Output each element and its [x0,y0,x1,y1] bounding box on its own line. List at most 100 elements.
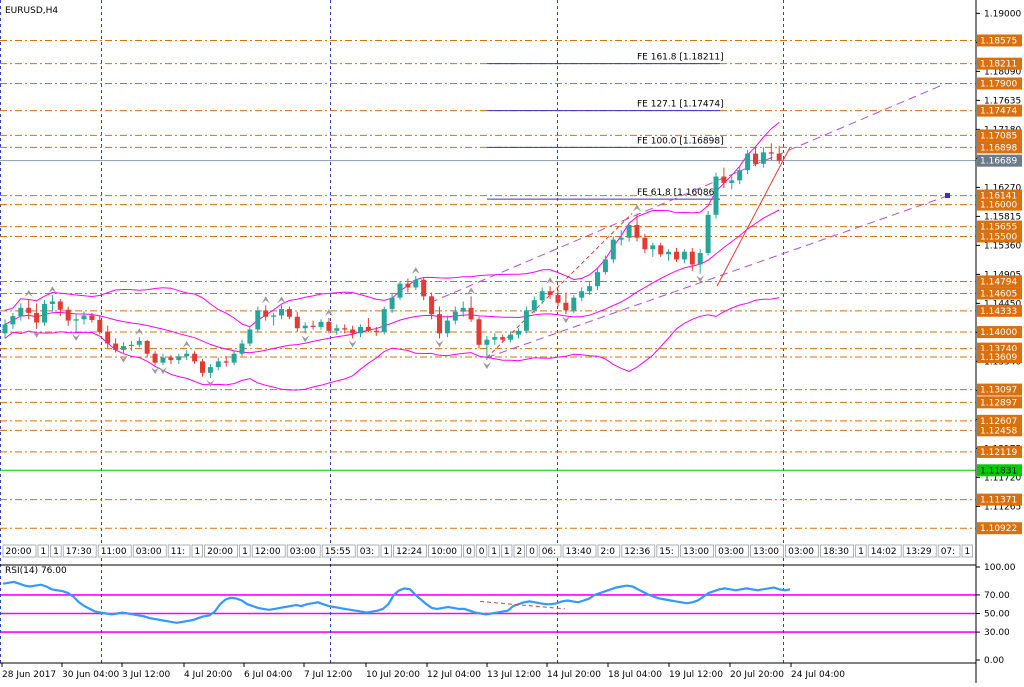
candle-body [121,346,126,350]
level-price-label: 1.12119 [980,448,1017,458]
channel-upper-line [429,85,941,304]
level-price-label: 1.16141 [980,192,1017,202]
time-tick-label: 30 Jun 04:00 [62,670,119,680]
session-time-label: 0 [529,547,535,557]
session-time-label: 11: [171,547,185,557]
candle-body [286,309,292,317]
candle-body [365,326,371,331]
level-price-tag [977,522,1022,535]
candle-body [563,302,569,311]
chart-symbol-title: EURUSD,H4 [5,6,58,16]
candle-body [10,316,16,325]
level-price-label: 1.11371 [980,496,1017,506]
rsi-line [2,580,791,624]
time-tick-label: 4 Jul 20:00 [184,670,233,680]
fractal-down-arrow [561,316,570,324]
level-price-label: 1.14000 [980,328,1017,338]
session-time-box [902,544,937,558]
candle-body [745,153,751,171]
rsi-tick-label: 0.00 [984,656,1004,666]
session-time-box [526,544,538,558]
candle-body [26,307,32,313]
time-tick-label: 19 Jul 12:00 [669,670,723,680]
price-tick-label: 1.11720 [984,473,1021,483]
candle-body [516,330,521,335]
session-time-box [656,544,679,558]
time-tick-label: 20 Jul 20:00 [730,670,784,680]
level-price-tag [977,396,1022,409]
session-time-label: 1 [195,547,201,557]
session-time-label: 14:02 [871,547,897,557]
fractal-down-arrow [696,275,705,283]
rsi-tick-label: 100.00 [984,563,1016,573]
session-time-label: 12:24 [396,547,422,557]
candle-body [57,301,63,310]
fractal-up-arrow [467,287,476,295]
candle-body [587,286,593,292]
level-price-tag [977,383,1022,396]
session-time-box [500,544,513,558]
price-tick-label: 1.15815 [984,212,1021,222]
time-tick-label: 10 Jul 20:00 [366,670,420,680]
level-price-tag [977,304,1022,317]
candle-body [476,319,482,345]
price-tick-label: 1.19000 [984,9,1021,19]
session-time-label: 03:00 [718,547,744,557]
session-time-box [286,544,321,558]
candle-body [658,245,664,255]
candle-body [595,272,600,287]
fractal-down-arrow [301,335,310,343]
candle-body [239,343,245,354]
candle-body [634,224,640,238]
fibonacci-expansion-label: FE 127.1 [1.17474] [637,100,724,110]
candle-body [263,310,269,317]
candle-body [689,251,695,265]
session-time-label: 1 [504,547,510,557]
candle-body [547,291,553,296]
time-tick-label: 28 Jun 2017 [2,670,56,680]
level-price-label: 1.17085 [980,131,1017,141]
candle-body [34,312,40,323]
candle-body [555,295,561,303]
level-price-tag [977,445,1022,458]
candle-body [681,251,687,260]
session-time-box [463,544,475,558]
candle-body [271,315,277,317]
candle-body [539,291,545,301]
level-price-label: 1.13740 [980,345,1017,355]
fractal-down-arrow [151,367,160,375]
session-time-label: 10:00 [431,547,457,557]
candle-body [610,239,616,260]
candle-body [89,315,95,320]
fractal-down-arrow [72,334,81,342]
session-time-box [475,544,488,558]
level-price-tag [977,287,1022,300]
session-time-box [321,544,356,558]
level-price-label: 1.16898 [980,143,1017,153]
session-time-label: 1 [41,547,47,557]
candle-body [160,357,166,363]
fractal-down-arrow [348,340,357,348]
time-tick-label: 24 Jul 04:00 [791,670,845,680]
candle-body [255,310,261,330]
session-time-label: 03:00 [788,547,814,557]
candle-body [279,309,284,316]
level-price-label: 1.15500 [980,232,1017,242]
candle-body [666,251,672,255]
green-price-tag [977,464,1022,477]
fractal-up-arrow [411,266,420,274]
candle-body [318,321,324,327]
session-time-box [37,544,50,558]
time-tick-label: 18 Jul 04:00 [608,670,662,680]
candle-body [452,311,458,321]
rsi-tick-label: 30.00 [984,628,1010,638]
candle-body [326,321,332,331]
candle-body [168,357,174,361]
level-price-label: 1.13097 [980,386,1017,396]
candle-body [650,245,656,250]
session-time-box [621,544,656,558]
session-time-box [680,544,714,558]
fractal-up-arrow [633,204,641,212]
